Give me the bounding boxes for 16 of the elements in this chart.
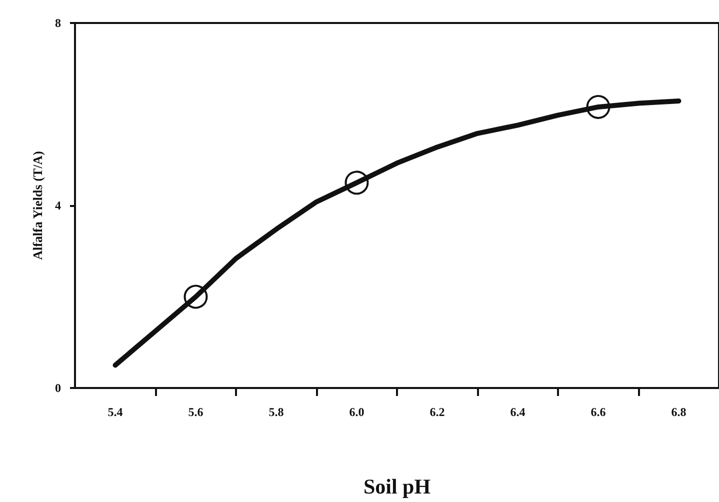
- x-tick-label: 6.4: [510, 405, 526, 419]
- y-tick-label: 8: [55, 16, 61, 30]
- x-tick-label: 6.0: [349, 405, 364, 419]
- x-tick-label: 6.8: [671, 405, 686, 419]
- point: [344, 170, 369, 195]
- y-tick-label: 0: [55, 381, 61, 395]
- point: [586, 94, 610, 119]
- y-axis-title: Alfalfa Yields (T/A): [30, 151, 46, 260]
- x-tick-label: 5.4: [108, 405, 123, 419]
- x-tick-label: 6.6: [590, 405, 606, 419]
- point: [184, 284, 208, 309]
- x-tick-label: 5.6: [188, 405, 204, 419]
- x-tick-label: 5.8: [268, 405, 284, 419]
- x-axis-title: Soil pH: [363, 474, 431, 498]
- y-tick-label: 4: [55, 198, 61, 212]
- x-tick-label: 6.2: [430, 405, 445, 419]
